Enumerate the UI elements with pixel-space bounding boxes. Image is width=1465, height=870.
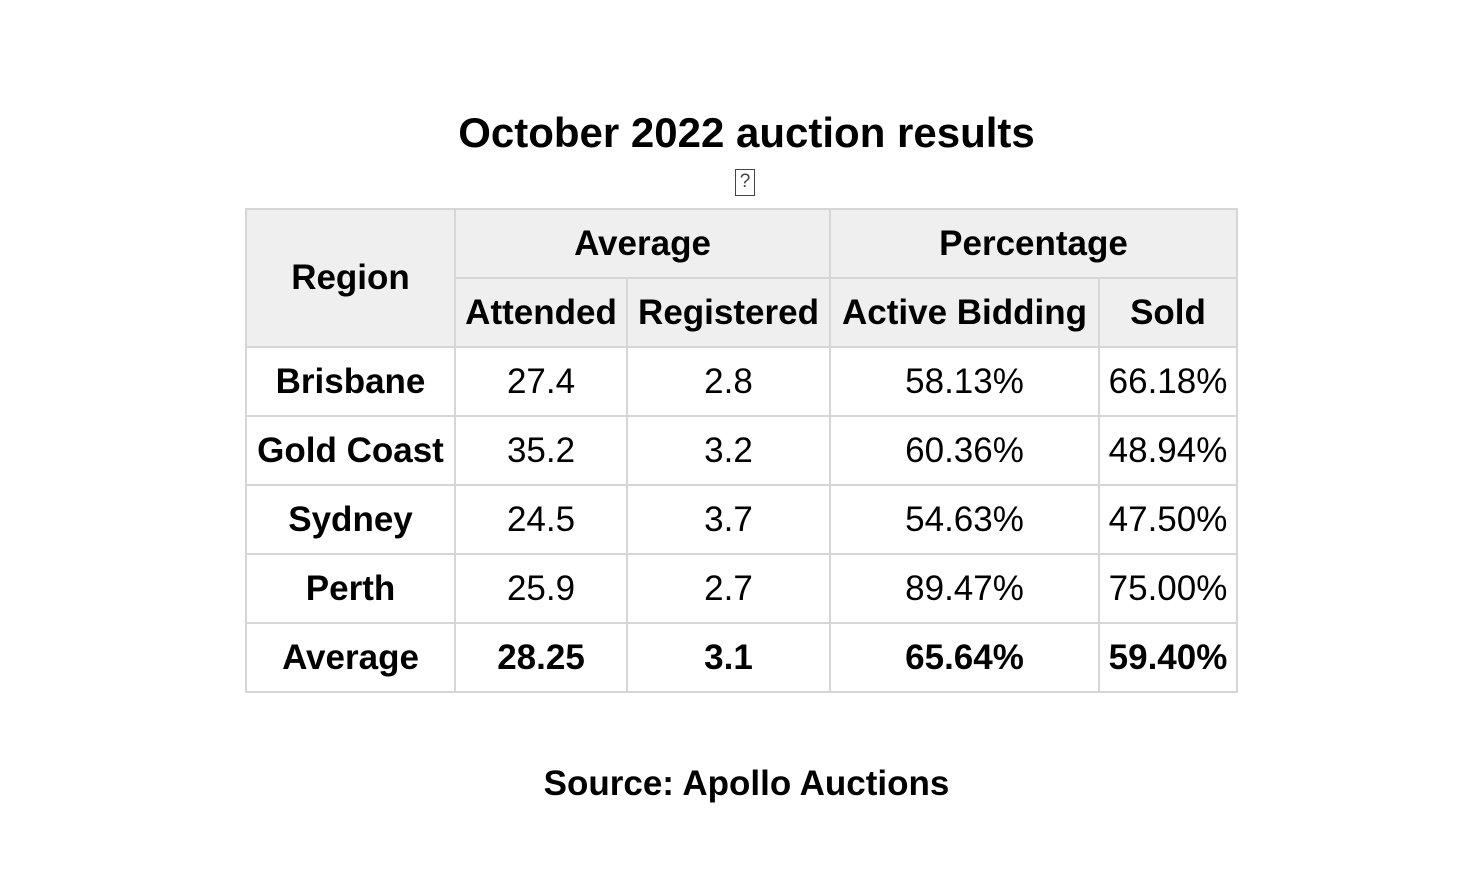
header-group-average: Average [454, 208, 831, 279]
average-label-cell: Average [245, 622, 456, 693]
page-title: October 2022 auction results [458, 109, 1035, 156]
attended-cell: 25.9 [454, 553, 628, 624]
attended-cell: 24.5 [454, 484, 628, 555]
registered-cell: 2.8 [626, 346, 831, 417]
active-bidding-cell: 54.63% [829, 484, 1100, 555]
header-sold: Sold [1098, 277, 1238, 348]
source-caption: Source: Apollo Auctions [543, 764, 950, 803]
active-bidding-cell: 89.47% [829, 553, 1100, 624]
header-attended: Attended [454, 277, 628, 348]
attended-cell: 27.4 [454, 346, 628, 417]
sold-cell: 66.18% [1098, 346, 1238, 417]
average-active-bidding-cell: 65.64% [829, 622, 1100, 693]
sold-cell: 47.50% [1098, 484, 1238, 555]
average-row: Average 28.25 3.1 65.64% 59.40% [245, 622, 1238, 693]
header-registered: Registered [626, 277, 831, 348]
attended-cell: 35.2 [454, 415, 628, 486]
sold-cell: 75.00% [1098, 553, 1238, 624]
average-registered-cell: 3.1 [626, 622, 831, 693]
region-cell: Gold Coast [245, 415, 456, 486]
registered-cell: 2.7 [626, 553, 831, 624]
broken-image-icon: ? [735, 169, 755, 196]
table-row: Sydney 24.5 3.7 54.63% 47.50% [245, 484, 1238, 555]
average-sold-cell: 59.40% [1098, 622, 1238, 693]
auction-results-table: Region Average Percentage Attended Regis… [245, 208, 1238, 693]
registered-cell: 3.7 [626, 484, 831, 555]
region-cell: Sydney [245, 484, 456, 555]
average-attended-cell: 28.25 [454, 622, 628, 693]
table-header-row: Region Average Percentage [245, 208, 1238, 348]
header-region: Region [245, 208, 456, 348]
registered-cell: 3.2 [626, 415, 831, 486]
header-group-percentage: Percentage [829, 208, 1238, 279]
header-active-bidding: Active Bidding [829, 277, 1100, 348]
region-cell: Perth [245, 553, 456, 624]
table-row: Brisbane 27.4 2.8 58.13% 66.18% [245, 346, 1238, 417]
active-bidding-cell: 58.13% [829, 346, 1100, 417]
sold-cell: 48.94% [1098, 415, 1238, 486]
table-subheader-row: Attended Registered Active Bidding Sold [246, 277, 1238, 348]
table-row: Gold Coast 35.2 3.2 60.36% 48.94% [245, 415, 1238, 486]
active-bidding-cell: 60.36% [829, 415, 1100, 486]
region-cell: Brisbane [245, 346, 456, 417]
table-row: Perth 25.9 2.7 89.47% 75.00% [245, 553, 1238, 624]
